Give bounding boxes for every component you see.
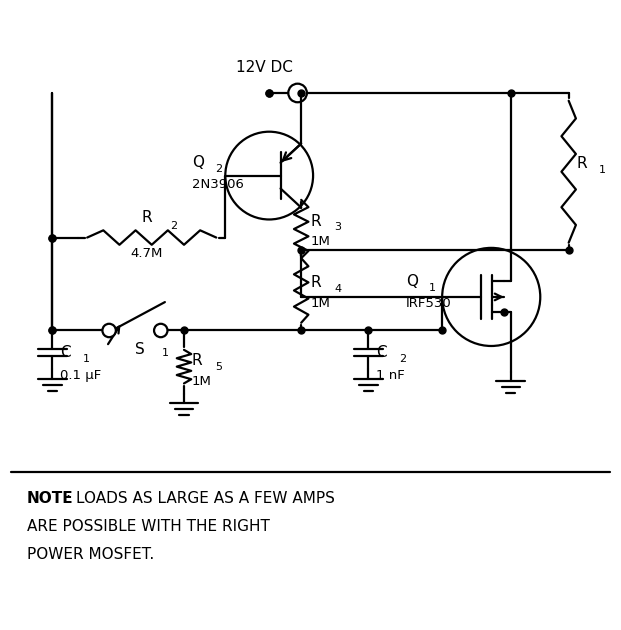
Text: 1: 1 (162, 348, 169, 358)
Text: 4: 4 (334, 284, 342, 294)
Text: 2: 2 (215, 164, 222, 174)
Text: 4.7M: 4.7M (130, 247, 163, 260)
Text: 1M: 1M (192, 375, 212, 387)
Text: 1M: 1M (310, 297, 330, 310)
Text: R: R (192, 353, 202, 368)
Text: S: S (135, 342, 145, 357)
Text: : LOADS AS LARGE AS A FEW AMPS: : LOADS AS LARGE AS A FEW AMPS (66, 491, 335, 505)
Text: Q: Q (192, 155, 204, 170)
Text: 2: 2 (170, 221, 178, 231)
Text: 0.1 μF: 0.1 μF (60, 369, 101, 382)
Text: 1: 1 (429, 283, 437, 293)
Text: 1: 1 (599, 165, 606, 175)
Text: 12V DC: 12V DC (235, 60, 292, 75)
Text: C: C (60, 345, 71, 360)
Text: 1: 1 (83, 354, 90, 364)
Circle shape (154, 324, 168, 337)
Text: POWER MOSFET.: POWER MOSFET. (27, 547, 154, 563)
Text: 3: 3 (334, 222, 342, 232)
Text: R: R (310, 275, 321, 290)
Text: R: R (576, 156, 587, 171)
Circle shape (102, 324, 116, 337)
Text: 2N3906: 2N3906 (192, 178, 243, 192)
Text: Q: Q (406, 274, 418, 289)
Text: IRF530: IRF530 (406, 297, 451, 309)
Text: R: R (310, 214, 321, 229)
Text: ARE POSSIBLE WITH THE RIGHT: ARE POSSIBLE WITH THE RIGHT (27, 519, 270, 534)
Text: 1M: 1M (310, 236, 330, 248)
Text: 1 nF: 1 nF (376, 369, 405, 382)
Text: NOTE: NOTE (27, 491, 73, 505)
Text: C: C (376, 345, 387, 360)
Text: 5: 5 (215, 362, 222, 372)
Text: 2: 2 (399, 354, 406, 364)
Text: R: R (141, 210, 152, 225)
